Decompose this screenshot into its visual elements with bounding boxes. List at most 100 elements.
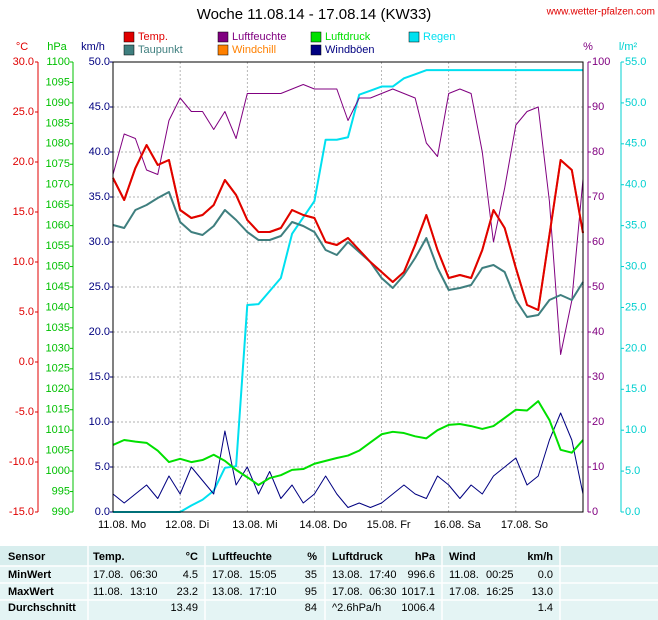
legend-label: Luftfeuchte <box>232 31 286 43</box>
legend-label: Regen <box>423 31 455 43</box>
y-axis-title: % <box>583 41 593 53</box>
table-header: Wind <box>449 551 476 563</box>
table-cell: 84 <box>305 602 317 614</box>
table-cell: 17.08. <box>449 586 480 598</box>
y-tick-label: 15.0 <box>625 383 646 395</box>
table-cell: 4.5 <box>183 569 198 581</box>
y-tick-label: 1060 <box>46 220 70 232</box>
x-tick-label: 16.08. Sa <box>434 519 482 531</box>
table-header: km/h <box>527 551 553 563</box>
x-tick-label: 11.08. Mo <box>98 519 146 531</box>
table-cell: 17.08. <box>93 569 124 581</box>
y-tick-label: 1030 <box>46 342 70 354</box>
y-tick-label: 50 <box>592 281 604 293</box>
table-header-bg <box>0 546 658 566</box>
y-tick-label: 20 <box>592 416 604 428</box>
y-tick-label: 50.0 <box>625 97 646 109</box>
y-tick-label: 0.0 <box>625 506 640 518</box>
y-tick-label: 30.0 <box>89 236 110 248</box>
y-tick-label: 40.0 <box>625 179 646 191</box>
y-tick-label: 10 <box>592 461 604 473</box>
table-cell: 06:30 <box>369 586 397 598</box>
legend-swatch <box>217 31 229 43</box>
table-cell: 17.08. <box>212 569 243 581</box>
y-tick-label: 15.0 <box>13 206 34 218</box>
y-tick-label: 20.0 <box>13 156 34 168</box>
y-tick-label: 50.0 <box>89 56 110 68</box>
x-tick-label: 13.08. Mi <box>232 519 277 531</box>
table-cell: 996.6 <box>407 569 435 581</box>
legend-swatch <box>408 31 420 43</box>
table-cell: 17:10 <box>249 586 277 598</box>
y-tick-label: 25.0 <box>89 281 110 293</box>
legend-label: Taupunkt <box>138 44 183 56</box>
table-cell: 1.4 <box>538 602 553 614</box>
y-tick-label: 1010 <box>46 424 70 436</box>
y-tick-label: 100 <box>592 56 610 68</box>
y-tick-label: 10.0 <box>89 416 110 428</box>
y-tick-label: 1000 <box>46 465 70 477</box>
table-cell: 06:30 <box>130 569 158 581</box>
table-header: Luftdruck <box>332 551 384 563</box>
y-tick-label: 5.0 <box>625 465 640 477</box>
legend-swatch <box>217 44 229 56</box>
y-tick-label: 55.0 <box>625 56 646 68</box>
y-tick-label: 30.0 <box>625 260 646 272</box>
y-tick-label: 1050 <box>46 260 70 272</box>
y-tick-label: 1095 <box>46 76 70 88</box>
table-cell: 23.2 <box>177 586 198 598</box>
y-tick-label: 1075 <box>46 158 70 170</box>
table-cell: 1017.1 <box>401 586 435 598</box>
y-tick-label: 80 <box>592 146 604 158</box>
y-tick-label: 35.0 <box>89 191 110 203</box>
y-tick-label: 45.0 <box>625 138 646 150</box>
table-row-label: MinWert <box>8 569 52 581</box>
chart-title: Woche 11.08.14 - 17.08.14 (KW33) <box>197 6 432 23</box>
x-tick-label: 12.08. Di <box>165 519 209 531</box>
table-cell: 1006.4 <box>401 602 435 614</box>
table-cell: 16:25 <box>486 586 514 598</box>
legend-swatch <box>123 44 135 56</box>
y-tick-label: 40 <box>592 326 604 338</box>
y-axis-title: °C <box>16 41 28 53</box>
y-tick-label: 990 <box>52 506 70 518</box>
y-tick-label: 45.0 <box>89 101 110 113</box>
table-cell: 13.08. <box>212 586 243 598</box>
legend-swatch <box>310 44 322 56</box>
table-header: Luftfeuchte <box>212 551 272 563</box>
y-tick-label: 25.0 <box>13 106 34 118</box>
x-tick-label: 17.08. So <box>501 519 548 531</box>
y-tick-label: 1080 <box>46 138 70 150</box>
y-tick-label: 1085 <box>46 117 70 129</box>
legend-swatch <box>123 31 135 43</box>
legend-label: Luftdruck <box>325 31 371 43</box>
y-tick-label: 60 <box>592 236 604 248</box>
table-row-label: Durchschnitt <box>8 602 76 614</box>
y-tick-label: -5.0 <box>15 406 34 418</box>
table-cell: 13.49 <box>170 602 198 614</box>
y-tick-label: 1025 <box>46 363 70 375</box>
y-tick-label: 1020 <box>46 383 70 395</box>
y-tick-label: 1035 <box>46 322 70 334</box>
y-tick-label: 995 <box>52 485 70 497</box>
table-row-label: MaxWert <box>8 586 54 598</box>
table-header: % <box>307 551 317 563</box>
y-axis-title: l/m² <box>619 41 638 53</box>
table-cell: 13.0 <box>532 586 553 598</box>
table-cell: 35 <box>305 569 317 581</box>
table-cell: 15:05 <box>249 569 277 581</box>
y-tick-label: 1100 <box>46 56 70 68</box>
y-tick-label: 20.0 <box>625 342 646 354</box>
x-tick-label: 15.08. Fr <box>367 519 411 531</box>
y-tick-label: 5.0 <box>95 461 110 473</box>
y-tick-label: 30.0 <box>13 56 34 68</box>
y-tick-label: 1070 <box>46 179 70 191</box>
y-tick-label: 10.0 <box>625 424 646 436</box>
y-tick-label: 0.0 <box>19 356 34 368</box>
table-cell: 95 <box>305 586 317 598</box>
x-tick-label: 14.08. Do <box>299 519 347 531</box>
y-tick-label: 90 <box>592 101 604 113</box>
y-tick-label: 15.0 <box>89 371 110 383</box>
y-tick-label: 1090 <box>46 97 70 109</box>
